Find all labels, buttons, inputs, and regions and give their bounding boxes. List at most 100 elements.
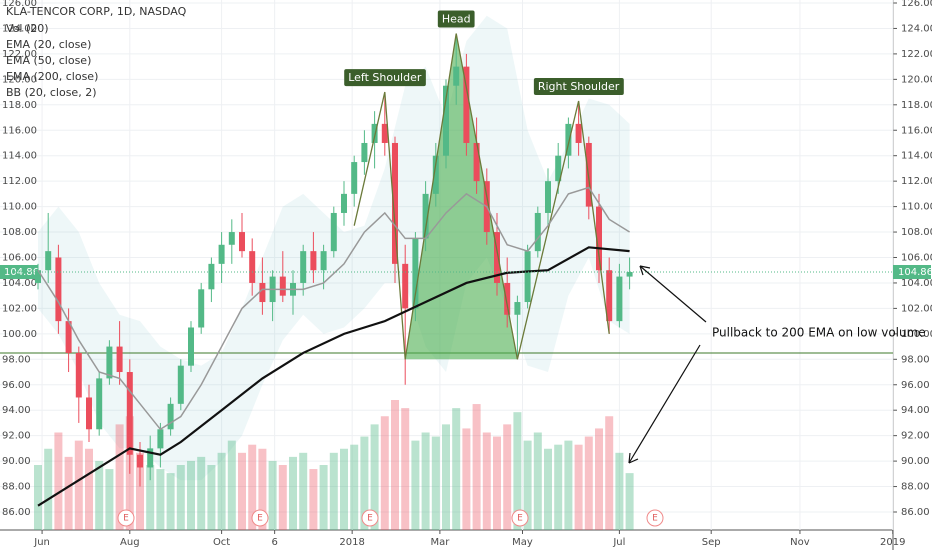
volume-bar <box>258 448 267 530</box>
x-tick-label: Aug <box>120 537 140 548</box>
earnings-label: E <box>257 514 263 524</box>
x-tick-label: Jul <box>612 537 625 548</box>
volume-bar <box>54 432 63 530</box>
volume-bar <box>350 444 359 530</box>
earnings-marker <box>117 509 135 527</box>
volume-bar <box>248 444 257 530</box>
volume-bar <box>421 432 430 530</box>
volume-bar <box>227 440 236 530</box>
candle-body <box>35 270 41 283</box>
arrow <box>628 344 701 464</box>
volume-bar <box>544 448 552 530</box>
volume-bar <box>197 456 206 530</box>
y-tick-label: 90.00 <box>2 456 31 467</box>
earnings-label: E <box>367 514 373 524</box>
candle-body <box>320 251 327 271</box>
y-tick-label: 122.00 <box>901 49 932 60</box>
candle-body <box>545 181 551 213</box>
candle-body <box>606 270 613 322</box>
y-tick-label: 92.00 <box>2 431 31 442</box>
arrow <box>639 265 707 323</box>
candle-body <box>208 263 215 290</box>
y-tick-label: 116.00 <box>901 125 932 136</box>
x-tick-label: Sep <box>702 537 721 548</box>
candle-body <box>310 251 317 271</box>
note: Pullback to 200 EMA on low volume <box>712 326 926 340</box>
volume-bar <box>115 424 124 530</box>
candle-body <box>361 142 368 163</box>
y-tick-label: 126.00 <box>2 0 37 9</box>
y-tick-label: 96.00 <box>2 380 31 391</box>
y-tick-label: 114.00 <box>2 151 37 162</box>
volume-bar <box>462 428 471 530</box>
chart-title: KLA-TENCOR CORP, 1D, NASDAQ <box>6 5 187 18</box>
candle-body <box>300 251 307 283</box>
y-tick-label: 102.00 <box>901 303 932 314</box>
y-tick-label: 116.00 <box>2 125 37 136</box>
indicator: BB (20, close, 2) <box>6 86 97 99</box>
y-tick-label: 102.00 <box>2 303 37 314</box>
volume-bar <box>482 432 491 530</box>
volume-bar <box>74 440 83 530</box>
candle-body <box>626 272 633 277</box>
candle-body <box>616 276 623 322</box>
y-tick-label: 90.00 <box>901 456 930 467</box>
y-tick-label: 112.00 <box>901 176 932 187</box>
candle-body <box>432 155 439 194</box>
candle-body <box>239 232 245 252</box>
candle-body <box>279 276 286 296</box>
candle-body <box>555 155 562 182</box>
indicator: EMA (50, close) <box>6 54 91 67</box>
indicator: EMA (200, close) <box>6 70 98 83</box>
earnings-label: E <box>652 514 658 524</box>
candle-body <box>45 251 52 271</box>
y-tick-label: 106.00 <box>2 253 37 264</box>
y-tick-label: 104.00 <box>2 278 37 289</box>
annotation-box <box>344 69 426 87</box>
volume-bar <box>64 456 73 530</box>
price-label: 104.86 <box>898 267 932 278</box>
arrow-head <box>639 265 651 276</box>
y-tick-label: 86.00 <box>901 507 930 518</box>
y-tick-label: 110.00 <box>901 202 932 213</box>
volume-bar <box>85 448 93 530</box>
candle-body <box>565 123 572 156</box>
candle-body <box>157 429 164 449</box>
plot: Left Shoulder Head Right Shoulder <box>0 10 893 530</box>
volume-bar <box>166 473 175 530</box>
candle-body <box>412 238 419 309</box>
earnings-label: E <box>123 514 129 524</box>
volume-bar <box>217 452 226 530</box>
volume-bar <box>136 452 144 530</box>
candle-body <box>514 302 521 315</box>
y-tick-label: 100.00 <box>2 329 37 340</box>
candle-body <box>473 142 480 182</box>
candle-body <box>422 193 429 239</box>
volume-bar <box>329 452 338 530</box>
candle-body <box>75 352 82 398</box>
y-tick-label: 94.00 <box>2 405 31 416</box>
volume-bar <box>472 404 481 530</box>
x-tick-label: 2018 <box>339 537 364 548</box>
earnings-label: E <box>517 514 523 524</box>
y-tick-label: 120.00 <box>2 74 37 85</box>
y-tick-label: 108.00 <box>901 227 932 238</box>
volume-bar <box>238 452 246 530</box>
volume-bar <box>156 469 165 530</box>
candle-body <box>504 282 511 315</box>
y-tick-label: 118.00 <box>2 100 37 111</box>
volume-bar <box>605 416 614 530</box>
volume-bar <box>595 428 603 530</box>
candle-body <box>330 212 337 252</box>
y-tick-label: 122.00 <box>2 49 37 60</box>
y-tick-label: 110.00 <box>2 202 37 213</box>
candle-body <box>228 232 235 245</box>
y-tick-label: 120.00 <box>901 74 932 85</box>
volume-bar <box>380 416 389 530</box>
y-tick-label: 118.00 <box>901 100 932 111</box>
volume-bar <box>625 473 634 530</box>
volume-bar <box>503 424 512 530</box>
volume-bar <box>533 432 542 530</box>
candle-body <box>371 123 378 143</box>
